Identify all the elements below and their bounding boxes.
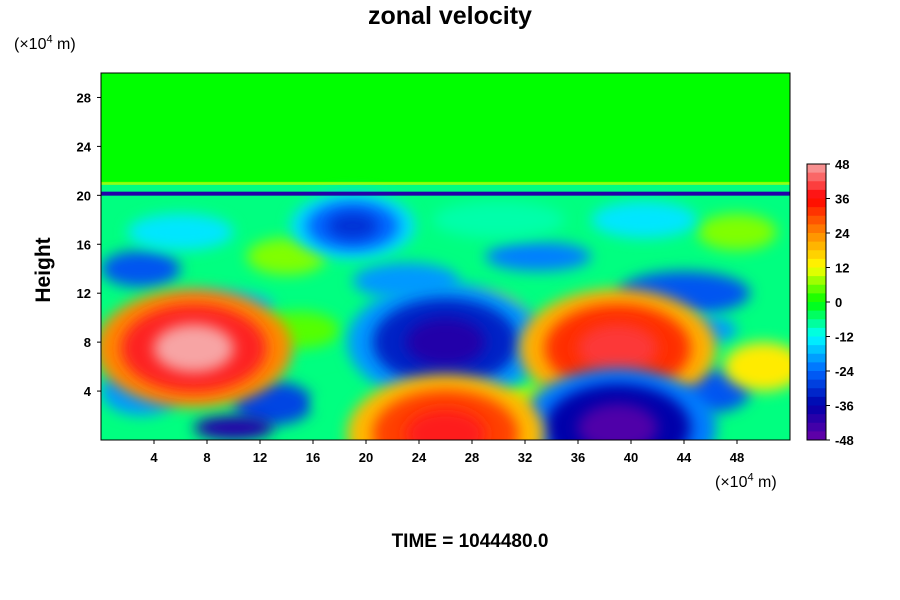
colorbar-band [807,215,826,225]
colorbar-band [807,310,826,320]
y-tick-label: 4 [84,384,92,399]
colorbar-band [807,164,826,174]
texture-blob [127,213,234,251]
texture-blob [485,241,592,272]
colorbar-band [807,319,826,329]
colorbar-band [807,345,826,355]
colorbar-band [807,362,826,372]
y-tick-label: 28 [77,90,91,105]
x-tick-label: 20 [359,450,373,465]
field-blobs [101,192,790,440]
colorbar-band [807,371,826,381]
x-tick-label: 36 [571,450,585,465]
colorbar-tick-label: 36 [835,192,849,207]
texture-blob [591,201,698,239]
x-tick-label: 44 [677,450,692,465]
chart-title: zonal velocity [368,2,532,30]
colorbar-band [807,336,826,346]
y-tick-label: 24 [77,139,92,154]
transition-band [101,181,790,185]
x-tick-label: 8 [203,450,210,465]
y-tick-label: 20 [77,188,91,203]
colorbar-tick-label: 48 [835,157,849,172]
colorbar-band [807,284,826,294]
y-tick-label: 16 [77,237,91,252]
colorbar-band [807,258,826,268]
colorbar-band [807,267,826,277]
x-axis-unit: (×104 m) [715,472,777,492]
colorbar-band [807,422,826,432]
feature-core [405,409,486,440]
colorbar-band [807,431,826,441]
colorbar-tick-label: -12 [835,330,854,345]
colorbar-band [807,198,826,208]
colorbar-band [807,405,826,415]
y-tick-label: 12 [77,286,91,301]
colorbar-band [807,396,826,406]
texture-blob [697,213,777,251]
colorbar-band [807,293,826,303]
feature-core [577,403,658,440]
feature-core [405,317,486,367]
x-tick-label: 48 [730,450,744,465]
x-tick-label: 28 [465,450,479,465]
y-tick-label: 8 [84,335,91,350]
texture-blob [101,250,181,288]
feature-core [153,324,234,373]
colorbar-band [807,207,826,217]
colorbar-band [807,241,826,251]
x-tick-label: 12 [253,450,267,465]
feature-core [577,324,658,373]
colorbar-band [807,233,826,243]
colorbar-band [807,181,826,191]
colorbar-tick-label: 24 [835,226,850,241]
x-tick-label: 40 [624,450,638,465]
feature-core [327,212,379,240]
texture-blob [193,415,274,440]
colorbar-tick-label: 12 [835,261,849,276]
colorbar-tick-label: -24 [835,364,855,379]
colorbar-band [807,250,826,260]
x-tick-label: 4 [150,450,158,465]
colorbar-band [807,189,826,199]
colorbar-band [807,353,826,363]
colorbar-band [807,276,826,286]
plot-frame [100,72,791,441]
y-axis-unit: (×104 m) [14,34,76,54]
x-tick-label: 16 [306,450,320,465]
colorbar-tick-label: -36 [835,399,854,414]
colorbar-tick-label: -48 [835,433,854,448]
x-tick-label: 32 [518,450,532,465]
colorbar-band [807,327,826,337]
time-label: TIME = 1044480.0 [391,531,549,552]
x-tick-label: 24 [412,450,427,465]
colorbar-band [807,172,826,182]
colorbar-band [807,224,826,234]
jet-line [101,191,790,196]
colorbar-band [807,379,826,389]
texture-blob [432,201,565,239]
colorbar-tick-label: 0 [835,295,842,310]
texture-blob [723,342,790,392]
colorbar-band [807,414,826,424]
colorbar-band [807,388,826,398]
upper-field [101,73,790,184]
colorbar-band [807,302,826,312]
